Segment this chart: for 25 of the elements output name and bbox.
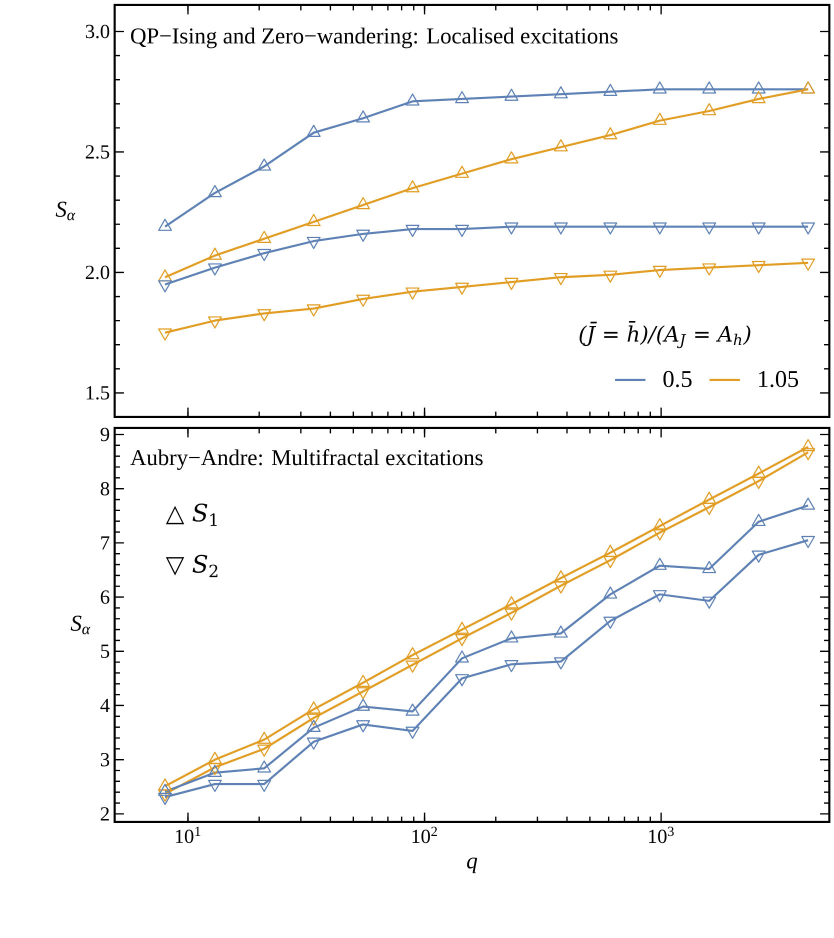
y-tick-label: 2	[100, 807, 109, 820]
legend-label: 1.05	[759, 370, 798, 388]
y-tick-label: 3	[100, 752, 110, 766]
legend-label: 0.5	[663, 370, 692, 388]
annotation: △ S$_{1}$	[166, 503, 217, 526]
annotation: ▽ S$_{2}$	[166, 554, 218, 578]
legend-title: (J̄ = h̄)/(A$_{J}$ = A$_{h}$)	[580, 321, 750, 348]
y-tick-label: 5	[101, 644, 110, 658]
y-axis-title: S$_{α}$	[56, 202, 76, 220]
text: Aubry−Andre: Multifractal excitations	[130, 449, 483, 470]
text: QP−Ising and Zero−wandering: Localised excitations	[131, 28, 618, 48]
x-axis-title: q	[467, 858, 478, 874]
x-tick-label: 10$^{2}$	[412, 826, 437, 844]
y-tick-label: 8	[100, 482, 110, 496]
y-tick-label: 6	[100, 590, 110, 604]
y-tick-label: 2.0	[86, 266, 110, 280]
y-tick-label: 7	[101, 536, 110, 550]
y-tick-label: 9	[100, 428, 110, 442]
x-tick-label: 10$^{3}$	[649, 826, 674, 844]
y-axis-title: S$_{α}$	[70, 616, 90, 634]
y-tick-label: 1.5	[86, 386, 110, 400]
y-tick-label: 4	[100, 698, 110, 712]
y-tick-label: 3.0	[86, 24, 110, 38]
x-tick-label: 10$^{1}$	[176, 826, 200, 844]
y-tick-label: 2.5	[86, 145, 110, 159]
